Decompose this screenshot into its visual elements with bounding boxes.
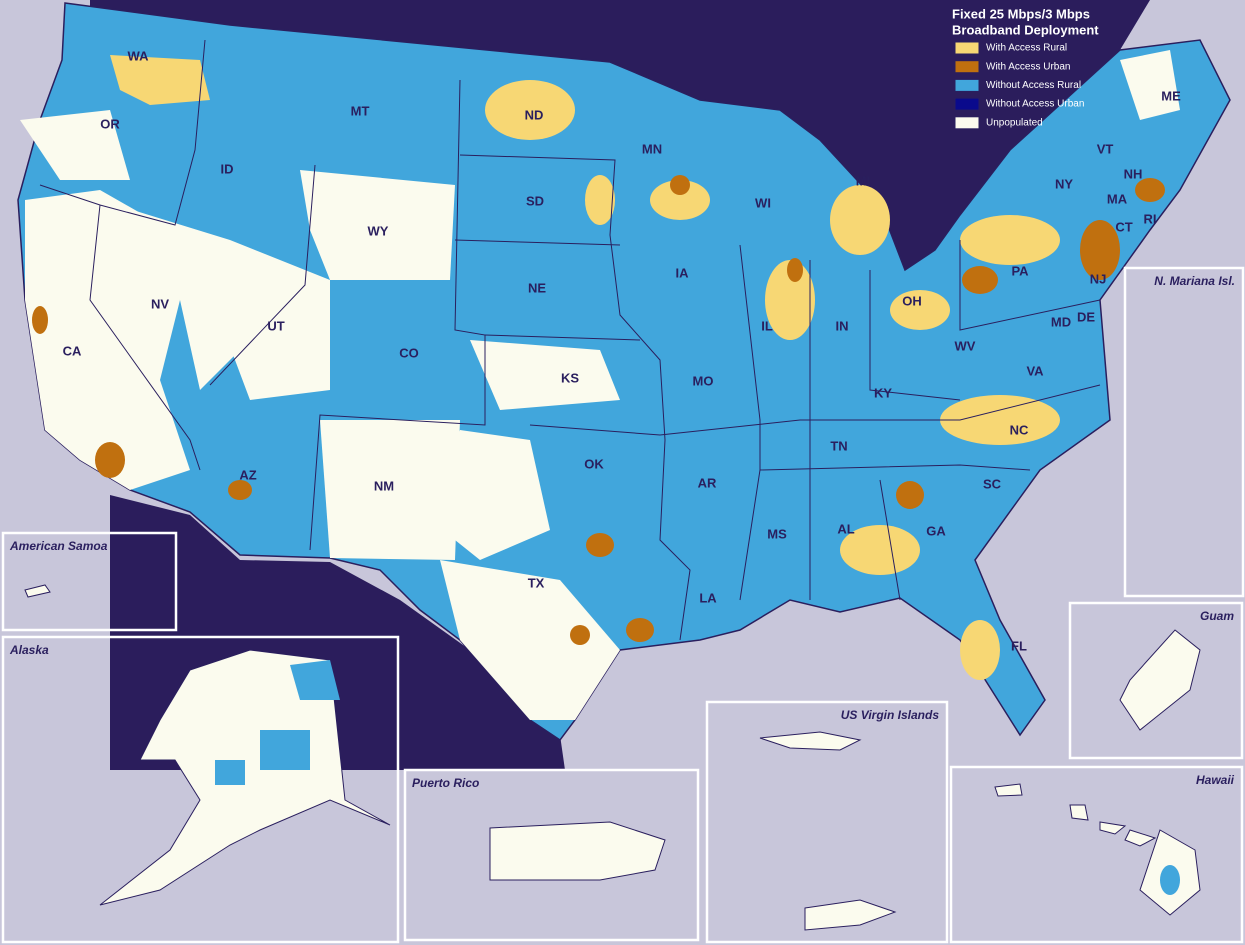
inset-title: Alaska <box>9 643 49 657</box>
state-label: OK <box>584 456 604 471</box>
legend-label: With Access Urban <box>986 61 1070 72</box>
state-borders <box>39 39 1101 641</box>
state-label: IL <box>761 318 773 333</box>
inset-frame <box>1 635 400 944</box>
insets: American Samoa Alaska Puerto Rico US Virgin… <box>1 266 1245 944</box>
legend-swatch <box>954 116 980 130</box>
unpopulated-areas <box>20 50 1180 720</box>
state-label: NV <box>151 296 169 311</box>
state-label: ME <box>1161 88 1181 103</box>
state-label: CT <box>1115 219 1132 234</box>
state-label: CA <box>63 343 82 358</box>
legend-swatch <box>954 41 980 55</box>
legend-swatch <box>954 60 980 74</box>
legend-label: Without Access Urban <box>986 99 1084 110</box>
state-label: OH <box>902 293 922 308</box>
state-label: WA <box>128 48 150 63</box>
state-label: TX <box>528 575 545 590</box>
rural-access-areas <box>110 55 1060 680</box>
state-label: MO <box>693 373 714 388</box>
state-label: WI <box>755 195 771 210</box>
state-label: MT <box>351 103 370 118</box>
inset-title: Hawaii <box>1196 773 1235 787</box>
state-label: ID <box>221 161 234 176</box>
state-label: AL <box>837 521 854 536</box>
state-label: SD <box>526 193 544 208</box>
legend-label: Without Access Rural <box>986 80 1081 91</box>
state-label: IN <box>836 318 849 333</box>
state-label: NH <box>1124 166 1143 181</box>
state-label: NC <box>1010 422 1029 437</box>
state-label: ND <box>525 107 544 122</box>
state-label: NY <box>1055 176 1073 191</box>
legend-title: Broadband Deployment <box>952 22 1099 37</box>
inset-frame <box>949 765 1244 944</box>
state-label: DE <box>1077 309 1095 324</box>
state-label: NJ <box>1090 271 1107 286</box>
state-label: SC <box>983 476 1002 491</box>
state-label: MD <box>1051 314 1071 329</box>
inset-frame <box>403 768 700 942</box>
state-label: KY <box>874 385 892 400</box>
state-label: PA <box>1011 263 1029 278</box>
state-label: NM <box>374 478 394 493</box>
inset-title: US Virgin Islands <box>841 708 940 722</box>
state-label: MS <box>767 526 787 541</box>
state-label: WY <box>368 223 389 238</box>
legend-swatch <box>954 78 980 92</box>
state-label: MI <box>856 173 870 188</box>
state-label: AZ <box>239 467 256 482</box>
inset-title: Guam <box>1200 609 1234 623</box>
state-label: UT <box>267 318 284 333</box>
inset-frame <box>705 700 949 944</box>
legend-label: Unpopulated <box>986 117 1043 128</box>
state-label: TN <box>830 438 847 453</box>
state-label: AR <box>698 475 717 490</box>
state-label: NE <box>528 280 546 295</box>
state-label: OR <box>100 116 120 131</box>
state-label: IA <box>676 265 690 280</box>
inset-frame <box>1068 601 1244 760</box>
state-label: FL <box>1011 638 1027 653</box>
urban-access-areas <box>32 175 1165 645</box>
inset-title: N. Mariana Isl. <box>1154 274 1235 288</box>
state-labels: WA OR CA ID NV MT WY UT AZ CO NM ND SD NE KS OK TX MN IA MO… <box>63 48 1181 653</box>
legend-label: With Access Rural <box>986 43 1067 54</box>
inset-title: American Samoa <box>9 539 108 553</box>
state-label: VA <box>1026 363 1044 378</box>
state-label: GA <box>926 523 946 538</box>
state-label: LA <box>699 590 717 605</box>
state-label: KS <box>561 370 579 385</box>
inset-frame <box>1123 266 1245 598</box>
inset-frame <box>1 531 178 632</box>
state-label: WV <box>955 338 976 353</box>
inset-land-color <box>215 660 1180 895</box>
state-label: MN <box>642 141 662 156</box>
inset-title: Puerto Rico <box>412 776 479 790</box>
legend-title: Fixed 25 Mbps/3 Mbps <box>952 6 1090 21</box>
legend-swatch <box>954 97 980 111</box>
state-label: VT <box>1097 141 1114 156</box>
state-label: RI <box>1144 211 1157 226</box>
state-label: MA <box>1107 191 1128 206</box>
state-label: CO <box>399 345 419 360</box>
